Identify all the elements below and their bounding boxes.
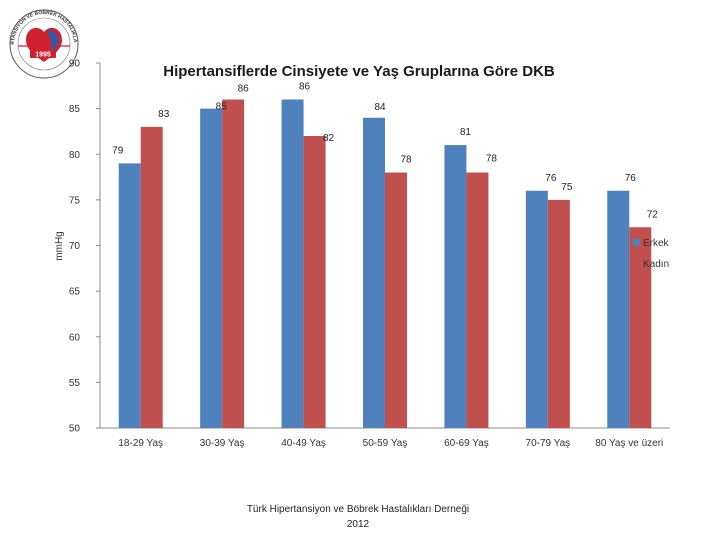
logo-kidney-icon (48, 30, 59, 54)
footer-line-1: Türk Hipertansiyon ve Böbrek Hastalıklar… (247, 504, 469, 515)
data-label: 86 (299, 82, 311, 93)
x-tick-label: 80 Yaş ve üzeri (595, 438, 663, 449)
data-label: 75 (561, 182, 573, 193)
data-label: 84 (374, 102, 386, 113)
legend-swatch-kadin (633, 260, 640, 267)
data-label: 76 (625, 173, 637, 184)
bar-kadin (303, 136, 326, 428)
bar-erkek (363, 117, 385, 428)
x-tick-label: 50-59 Yaş (363, 438, 408, 449)
bar-kadin (385, 172, 407, 428)
category-labels: 18-29 Yaş 30-39 Yaş 40-49 Yaş 50-59 Yaş 60-6… (118, 438, 663, 449)
bar-kadin (466, 172, 489, 428)
bar-erkek (444, 145, 467, 428)
y-tick-label: 60 (69, 332, 81, 343)
data-label: 72 (647, 209, 659, 220)
data-label: 76 (545, 173, 557, 184)
y-axis-ticks: 50 55 60 65 70 75 80 85 90 (69, 59, 100, 435)
y-tick-label: 50 (69, 424, 81, 435)
footer-line-2: 2012 (347, 519, 370, 530)
logo-year-badge (30, 49, 56, 58)
bar-kadin (629, 227, 652, 428)
logo-year: 1995 (35, 52, 51, 59)
data-label: 78 (400, 155, 412, 166)
bar-erkek (607, 190, 630, 428)
y-tick-label: 55 (69, 378, 81, 389)
data-label: 86 (238, 84, 250, 95)
bar-kadin (222, 99, 245, 428)
x-tick-label: 40-49 Yaş (281, 438, 326, 449)
data-label: 79 (112, 145, 124, 156)
data-label: 85 (216, 102, 228, 113)
data-label: 78 (486, 154, 498, 165)
x-tick-label: 18-29 Yaş (118, 438, 163, 449)
association-logo: 1995 TÜRK HİPERTANSİYON VE BÖBREK HASTAL… (0, 0, 79, 79)
data-labels: 79 83 85 86 86 82 84 78 81 78 76 75 76 72 (112, 82, 658, 221)
y-axis-label: mmHg (54, 231, 65, 260)
bar-erkek (118, 163, 141, 428)
chart-title: Hipertansiflerde Cinsiyete ve Yaş Grupla… (163, 63, 555, 80)
bar-erkek (525, 190, 548, 428)
x-tick-label: 30-39 Yaş (200, 438, 245, 449)
y-tick-label: 70 (69, 241, 81, 252)
legend-label-erkek: Erkek (643, 238, 670, 249)
data-label: 82 (323, 133, 335, 144)
y-tick-label: 85 (69, 104, 81, 115)
legend-swatch-erkek (633, 239, 640, 246)
x-tick-label: 70-79 Yaş (526, 438, 571, 449)
y-tick-label: 65 (69, 287, 81, 298)
bar-erkek (281, 99, 304, 428)
y-tick-label: 90 (69, 59, 81, 70)
bars (118, 99, 652, 428)
bar-kadin (140, 126, 163, 428)
y-tick-label: 75 (69, 195, 81, 206)
legend-label-kadin: Kadın (643, 259, 669, 270)
data-label: 83 (158, 109, 170, 120)
bar-kadin (547, 199, 570, 428)
x-tick-label: 60-69 Yaş (444, 438, 489, 449)
legend: Erkek Kadın (633, 238, 670, 270)
data-label: 81 (460, 127, 472, 138)
bar-erkek (200, 108, 223, 428)
y-tick-label: 80 (69, 150, 81, 161)
